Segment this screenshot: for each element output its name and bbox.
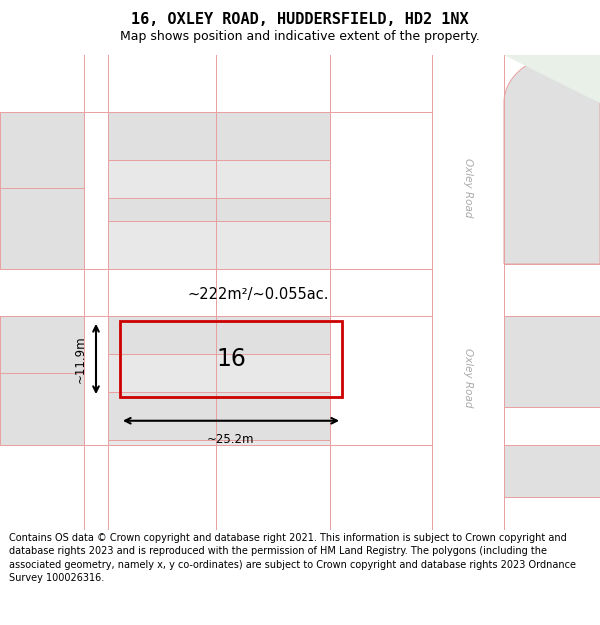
Bar (108, 354, 216, 392)
Bar (120, 321, 342, 397)
Text: Contains OS data © Crown copyright and database right 2021. This information is : Contains OS data © Crown copyright and d… (9, 533, 576, 582)
Bar (216, 221, 330, 269)
Bar (108, 440, 216, 444)
Bar (108, 159, 216, 198)
Bar (504, 316, 600, 406)
Bar (0, 112, 84, 269)
Bar (0, 269, 432, 316)
Bar (108, 392, 216, 440)
Bar (0, 444, 432, 530)
Text: Map shows position and indicative extent of the property.: Map shows position and indicative extent… (120, 30, 480, 43)
Text: ~222m²/~0.055ac.: ~222m²/~0.055ac. (187, 287, 329, 302)
Bar (216, 392, 330, 440)
Bar (216, 316, 330, 354)
Text: ~11.9m: ~11.9m (74, 335, 87, 382)
Bar (0, 316, 84, 444)
Text: Oxley Road: Oxley Road (463, 348, 473, 408)
Bar (108, 198, 216, 221)
Text: 16: 16 (216, 347, 246, 371)
Polygon shape (504, 55, 600, 264)
Bar (108, 112, 216, 159)
Bar (216, 440, 330, 444)
Bar (216, 198, 330, 221)
Bar (432, 55, 504, 530)
Bar (108, 316, 216, 354)
Text: Oxley Road: Oxley Road (463, 158, 473, 218)
Bar (504, 444, 600, 497)
Bar (216, 112, 330, 159)
Bar (216, 159, 330, 198)
Bar (108, 221, 216, 269)
Polygon shape (504, 55, 600, 102)
Bar (216, 354, 330, 392)
Text: 16, OXLEY ROAD, HUDDERSFIELD, HD2 1NX: 16, OXLEY ROAD, HUDDERSFIELD, HD2 1NX (131, 12, 469, 27)
Text: ~25.2m: ~25.2m (207, 432, 255, 446)
Bar (0, 55, 432, 112)
